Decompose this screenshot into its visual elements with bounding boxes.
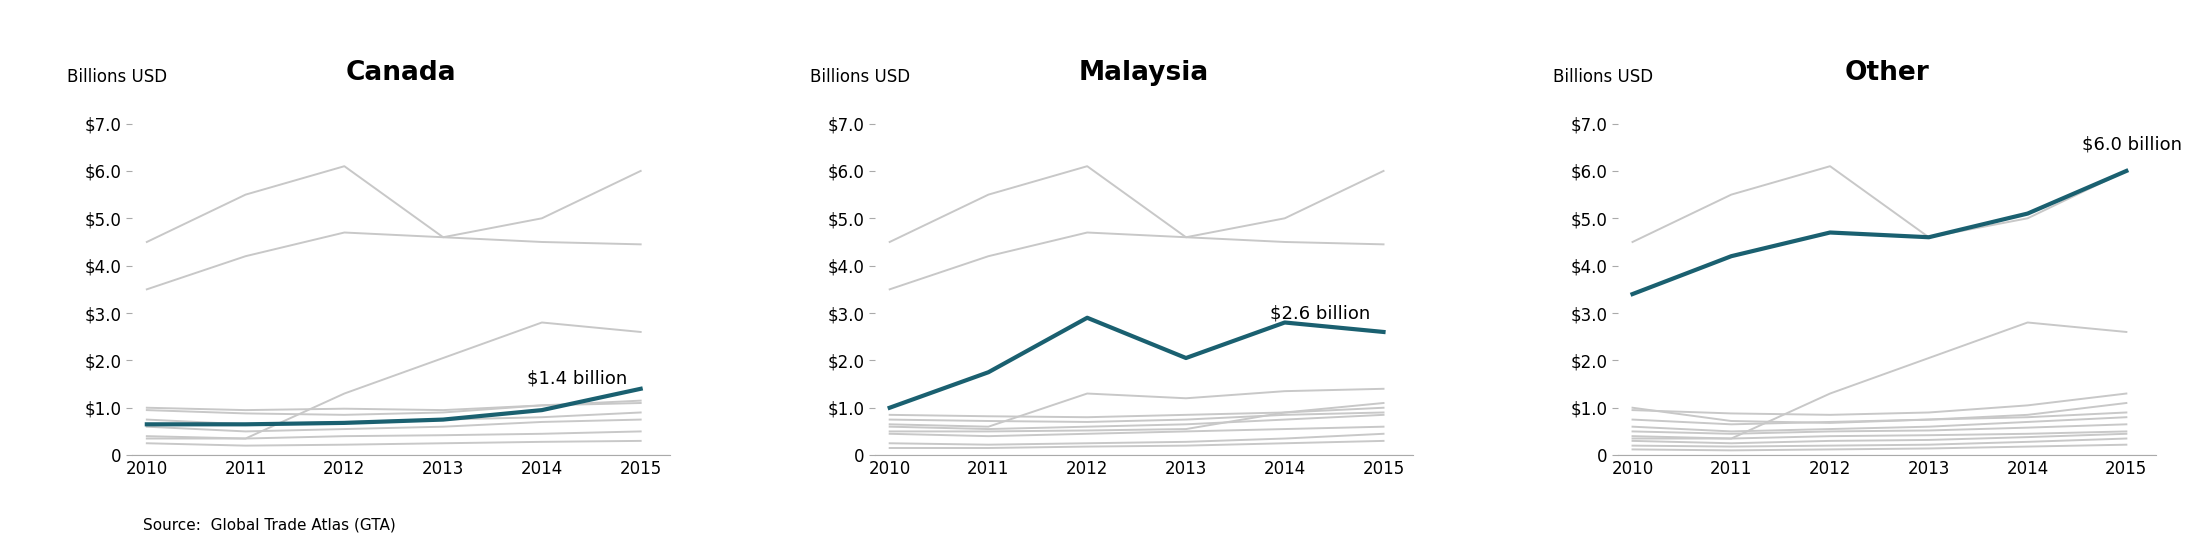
Text: $6.0 billion: $6.0 billion (2081, 136, 2182, 154)
Text: Billions USD: Billions USD (1553, 68, 1652, 85)
Text: $1.4 billion: $1.4 billion (528, 370, 627, 387)
Text: Billions USD: Billions USD (810, 68, 911, 85)
Text: $2.6 billion: $2.6 billion (1269, 304, 1371, 322)
Title: Malaysia: Malaysia (1078, 60, 1210, 87)
Text: Billions USD: Billions USD (68, 68, 167, 85)
Title: Canada: Canada (345, 60, 455, 87)
Text: Source:  Global Trade Atlas (GTA): Source: Global Trade Atlas (GTA) (143, 518, 396, 533)
Title: Other: Other (1844, 60, 1929, 87)
